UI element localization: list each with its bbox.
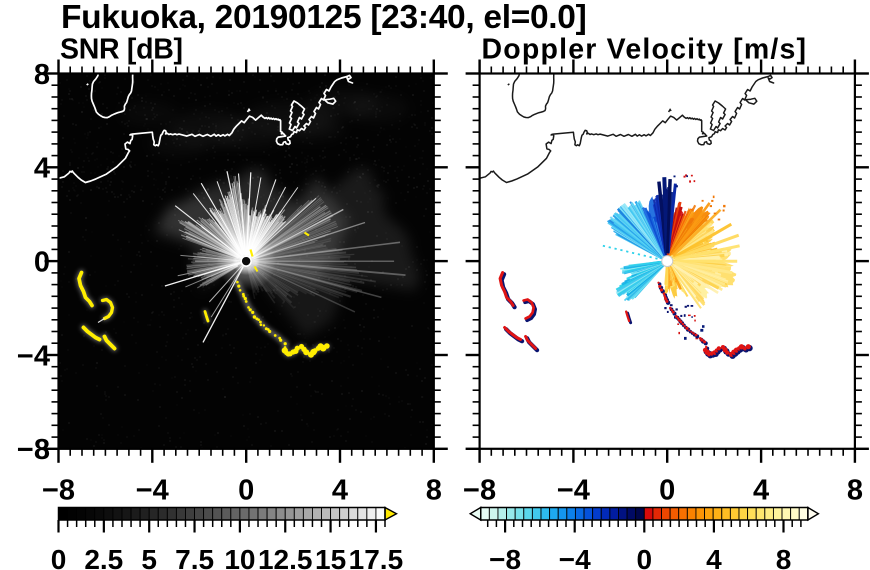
svg-text:8: 8 — [34, 59, 50, 91]
svg-text:15: 15 — [315, 544, 346, 570]
svg-text:0: 0 — [659, 475, 675, 507]
svg-text:0: 0 — [34, 246, 50, 278]
svg-text:4: 4 — [34, 153, 50, 185]
svg-text:8: 8 — [847, 475, 863, 507]
svg-text:0: 0 — [238, 475, 254, 507]
svg-text:0: 0 — [637, 544, 653, 570]
svg-text:4: 4 — [332, 475, 348, 507]
svg-text:−4: −4 — [17, 340, 50, 372]
svg-text:−8: −8 — [489, 544, 521, 570]
svg-text:4: 4 — [706, 544, 722, 570]
svg-text:4: 4 — [753, 475, 769, 507]
svg-text:0: 0 — [51, 544, 67, 570]
svg-text:10: 10 — [224, 544, 255, 570]
svg-text:−4: −4 — [559, 544, 591, 570]
svg-text:−8: −8 — [463, 475, 496, 507]
svg-text:SNR [dB]: SNR [dB] — [60, 34, 183, 66]
svg-text:17.5: 17.5 — [349, 544, 404, 570]
svg-text:2.5: 2.5 — [84, 544, 123, 570]
svg-text:8: 8 — [776, 544, 792, 570]
svg-text:−4: −4 — [557, 475, 590, 507]
svg-text:Doppler Velocity [m/s]: Doppler Velocity [m/s] — [482, 34, 808, 66]
svg-text:−8: −8 — [42, 475, 75, 507]
svg-text:8: 8 — [426, 475, 442, 507]
svg-text:Fukuoka, 20190125 [23:40, el=0: Fukuoka, 20190125 [23:40, el=0.0] — [61, 0, 587, 36]
svg-text:12.5: 12.5 — [258, 544, 313, 570]
svg-text:−4: −4 — [136, 475, 169, 507]
svg-text:7.5: 7.5 — [175, 544, 214, 570]
svg-text:5: 5 — [141, 544, 157, 570]
svg-text:−8: −8 — [17, 434, 50, 466]
